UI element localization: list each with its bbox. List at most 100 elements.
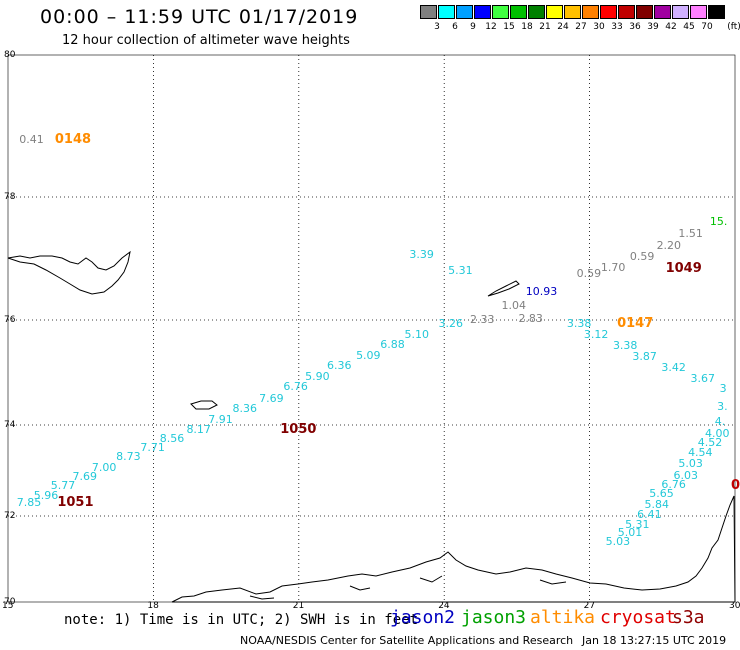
legend-swatch <box>492 5 509 19</box>
credit-line: NOAA/NESDIS Center for Satellite Applica… <box>240 634 574 647</box>
legend-label: 45 <box>683 22 695 32</box>
pass-time-label: 0148 <box>54 132 92 148</box>
wave-height-value: 3.42 <box>661 361 686 375</box>
pass-time-label: 1049 <box>665 260 702 276</box>
satellite-name: cryosat <box>600 607 676 628</box>
wave-height-value: 3.12 <box>583 327 609 341</box>
satellite-name: altika <box>530 607 596 628</box>
legend-label: 39 <box>647 22 659 32</box>
wave-height-value: 6.76 <box>661 478 686 492</box>
map-title: 00:00 – 11:59 UTC 01/17/2019 <box>40 6 359 28</box>
legend-swatch <box>636 5 653 19</box>
legend-swatch <box>600 5 617 19</box>
map-subtitle: 12 hour collection of altimeter wave hei… <box>62 33 350 48</box>
wave-height-value: 5.01 <box>617 526 643 540</box>
legend-label: 21 <box>539 22 551 32</box>
legend-swatch <box>510 5 527 19</box>
legend-unit: (ft) <box>727 22 740 32</box>
wave-height-value: 5.03 <box>605 534 631 548</box>
wave-height-value: 5.31 <box>448 263 473 277</box>
satellite-name: jason2 <box>390 607 456 628</box>
wave-height-value: 7.71 <box>140 440 165 454</box>
wave-height-value: 15. <box>709 214 728 228</box>
wave-height-value: 7.91 <box>208 412 233 426</box>
wave-height-value: 5.84 <box>644 497 669 511</box>
wave-height-value: 6.76 <box>283 380 308 394</box>
pass-time-label: 1050 <box>280 421 317 437</box>
wave-height-value: 3 <box>719 382 727 396</box>
norway-islands <box>249 575 567 600</box>
norway-coast <box>171 495 736 603</box>
bear-island-coast <box>190 400 218 410</box>
wave-height-value: 5.77 <box>50 479 76 493</box>
lat-tick-label: 72 <box>4 511 16 521</box>
legend-label: 3 <box>434 22 440 32</box>
wave-height-value: 5.10 <box>404 327 430 341</box>
legend-label: 70 <box>701 22 713 32</box>
lon-tick-label: 30 <box>729 601 740 611</box>
wave-height-value: 2.33 <box>469 313 495 326</box>
pass-time-label: 0147 <box>617 316 654 332</box>
wave-height-value: 6.03 <box>673 468 699 482</box>
wave-height-value: 7.85 <box>16 496 42 510</box>
satellite-name: s3a <box>672 607 705 628</box>
wave-height-value: 1.51 <box>678 226 703 240</box>
legend-swatch <box>546 5 563 19</box>
legend-label: 9 <box>470 22 476 32</box>
wave-height-value: 4.00 <box>705 427 730 441</box>
legend-label: 6 <box>452 22 458 32</box>
legend-label: 27 <box>575 22 587 32</box>
lon-tick-label: 15 <box>2 601 14 611</box>
wave-height-value: 2.20 <box>656 239 682 253</box>
wave-height-value: 5.96 <box>33 488 59 502</box>
wave-height-value: 3.39 <box>409 248 434 262</box>
legend-swatch <box>474 5 491 19</box>
wave-height-value: 3. <box>717 399 728 413</box>
wave-height-value: 5.09 <box>356 348 381 362</box>
wave-height-value: 5.31 <box>625 517 650 531</box>
wave-height-value: 3.38 <box>612 339 638 353</box>
lon-tick-label: 18 <box>147 601 159 611</box>
wave-height-value: 8.73 <box>116 449 141 463</box>
wave-height-value: 3.38 <box>566 317 592 331</box>
wave-height-value: 3.26 <box>438 317 463 331</box>
lat-tick-label: 78 <box>4 192 16 202</box>
wave-height-value: 10.93 <box>525 285 558 299</box>
legend-swatch <box>438 5 455 19</box>
wave-height-value: 0.59 <box>629 250 655 264</box>
lat-tick-label: 74 <box>4 420 16 430</box>
legend-label: 24 <box>557 22 569 32</box>
legend-label: 42 <box>665 22 677 32</box>
legend-swatch <box>618 5 635 19</box>
legend-swatch <box>420 5 437 19</box>
wave-height-value: 4.52 <box>697 436 723 450</box>
wave-height-value: 3.87 <box>632 349 657 363</box>
wave-height-value: 8.17 <box>186 422 211 436</box>
lon-tick-label: 24 <box>438 601 450 611</box>
wave-height-value: 8.56 <box>159 431 185 445</box>
wave-height-value: 7.69 <box>259 391 284 405</box>
legend-swatch <box>708 5 725 19</box>
svalbard-coast <box>7 250 131 295</box>
wave-height-value: 0.41 <box>19 133 44 147</box>
wave-height-value: 7.00 <box>91 461 117 475</box>
legend-label: 33 <box>611 22 623 32</box>
wave-height-value: 0.59 <box>576 266 602 280</box>
legend-swatch <box>456 5 473 19</box>
wave-height-value: 6.41 <box>637 508 662 522</box>
legend-label: 30 <box>593 22 605 32</box>
wave-height-value: 5.90 <box>305 369 330 383</box>
generation-timestamp: Jan 18 13:27:15 UTC 2019 <box>582 634 727 647</box>
lat-tick-label: 80 <box>4 50 16 60</box>
legend-label: 12 <box>485 22 497 32</box>
legend-swatch <box>582 5 599 19</box>
legend-swatch <box>654 5 671 19</box>
lat-tick-label: 70 <box>4 597 16 607</box>
wave-height-value: 6.88 <box>380 338 405 352</box>
legend-swatch <box>672 5 689 19</box>
wave-height-value: 3.67 <box>690 371 715 385</box>
wave-height-value: 4.54 <box>688 446 713 460</box>
legend-swatch <box>690 5 707 19</box>
satellite-name: jason3 <box>461 607 527 628</box>
